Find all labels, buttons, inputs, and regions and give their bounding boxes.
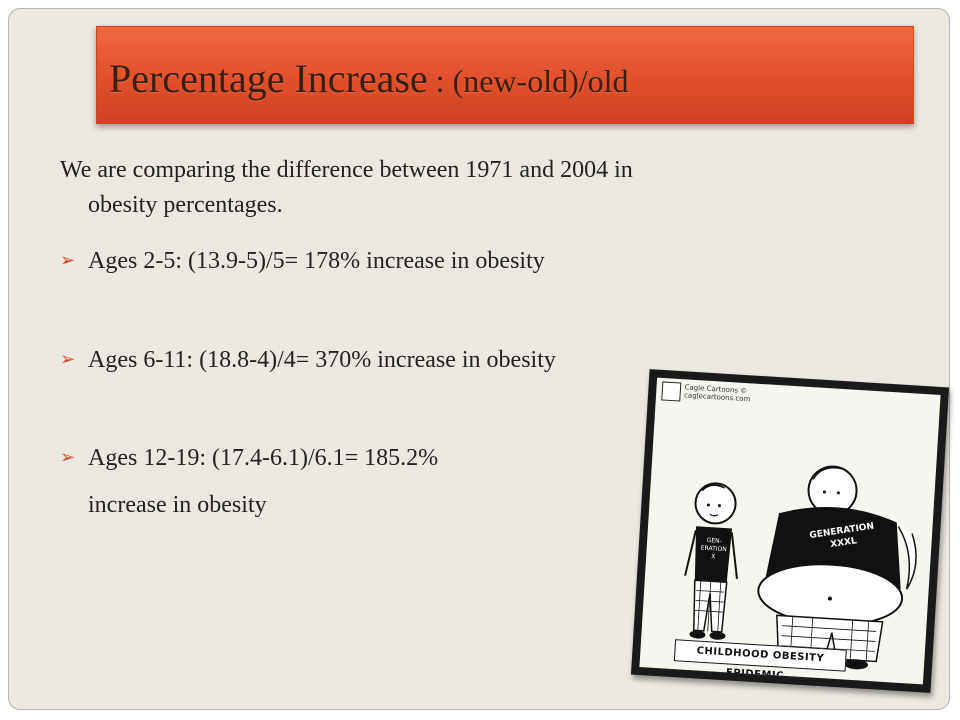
bullet-text: Ages 12-19: (17.4-6.1)/6.1= 185.2% — [88, 445, 439, 471]
bullet-ages-12-19: ➢ Ages 12-19: (17.4-6.1)/6.1= 185.2% — [60, 443, 438, 473]
small-kid-figure — [684, 482, 738, 640]
arrowhead-bullet-icon: ➢ — [60, 349, 76, 370]
bullet-ages-12-19-continuation: increase in obesity — [88, 492, 267, 518]
title-main: Percentage Increase — [109, 56, 428, 101]
arrowhead-bullet-icon: ➢ — [60, 447, 76, 468]
cartoon-image: Cagle Cartoons © caglecartoons.com — [630, 369, 950, 693]
small-shirt-label: GEN-ERATION X — [700, 536, 727, 561]
cartoon-drawing — [661, 381, 917, 670]
bullet-ages-2-5: ➢ Ages 2-5: (13.9-5)/5= 178% increase in … — [60, 246, 545, 276]
intro-paragraph: We are comparing the difference between … — [60, 153, 820, 223]
slide-title: Percentage Increase: (new-old)/old — [109, 55, 629, 102]
bullet-ages-6-11: ➢ Ages 6-11: (18.8-4)/4= 370% increase in… — [60, 345, 556, 375]
bullet-text: Ages 6-11: (18.8-4)/4= 370% increase in … — [88, 347, 556, 373]
cartoon-panel: Cagle Cartoons © caglecartoons.com — [639, 377, 941, 685]
big-kid-figure — [757, 465, 917, 670]
intro-line-1: We are comparing the difference between … — [60, 157, 633, 183]
arrowhead-bullet-icon: ➢ — [60, 250, 76, 271]
title-bar: Percentage Increase: (new-old)/old — [96, 26, 914, 124]
bullet-text: Ages 2-5: (13.9-5)/5= 178% increase in o… — [88, 248, 545, 274]
intro-line-2: obesity percentages. — [88, 192, 283, 218]
title-formula: : (new-old)/old — [435, 63, 629, 99]
